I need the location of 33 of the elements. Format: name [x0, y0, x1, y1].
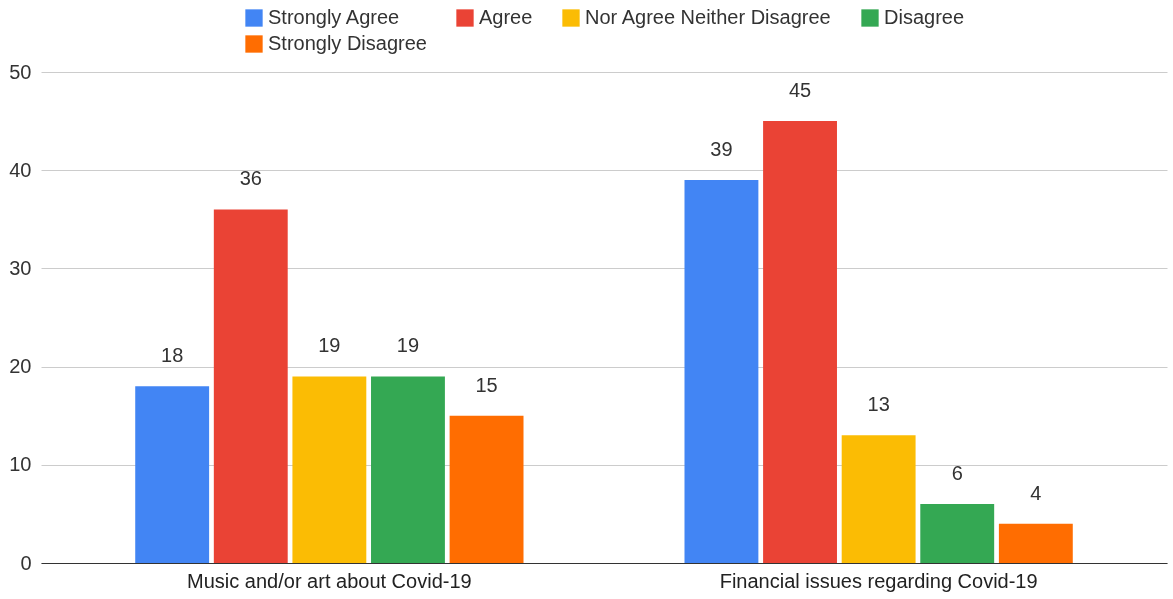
- bar: [684, 180, 759, 563]
- bar: [135, 386, 210, 563]
- data-label: 13: [867, 393, 890, 416]
- legend-label: Nor Agree Neither Disagree: [585, 6, 831, 28]
- y-tick-label: 10: [9, 453, 32, 476]
- y-tick-label: 30: [9, 256, 32, 279]
- x-tick-label: Music and/or art about Covid-19: [187, 569, 472, 592]
- bar: [371, 376, 445, 563]
- bar: [449, 415, 524, 563]
- data-label: 6: [951, 462, 963, 485]
- data-label: 4: [1030, 481, 1042, 504]
- bar: [763, 121, 837, 563]
- data-label: 19: [318, 334, 341, 357]
- legend-label: Disagree: [884, 6, 965, 28]
- bar: [998, 523, 1073, 563]
- y-tick-label: 0: [20, 551, 32, 574]
- y-tick-label: 40: [9, 158, 32, 181]
- legend-label: Strongly Agree: [268, 6, 400, 28]
- data-label: 19: [396, 334, 420, 357]
- bar: [213, 209, 288, 563]
- data-label: 45: [788, 79, 812, 102]
- bar: [292, 376, 367, 563]
- data-label: 39: [710, 138, 733, 161]
- legend-label: Agree: [479, 6, 533, 28]
- bar: [920, 504, 995, 563]
- y-tick-label: 50: [9, 60, 32, 83]
- data-label: 15: [475, 373, 498, 396]
- legend-label: Strongly Disagree: [268, 32, 427, 54]
- x-tick-label: Financial issues regarding Covid-19: [719, 569, 1038, 592]
- y-tick-label: 20: [9, 355, 32, 378]
- data-label: 36: [239, 167, 262, 190]
- data-label: 18: [161, 344, 184, 367]
- bar: [841, 435, 916, 563]
